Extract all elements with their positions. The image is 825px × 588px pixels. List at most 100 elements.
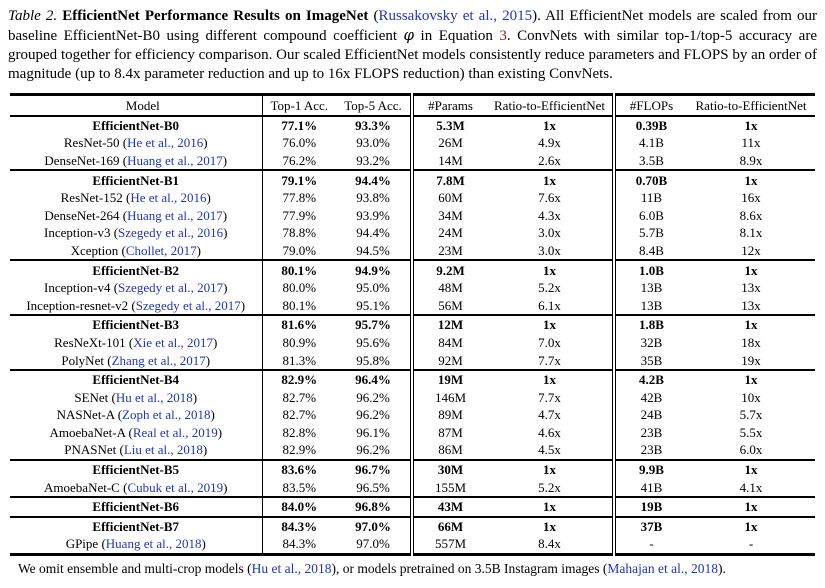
model-name: EfficientNet-B5 — [92, 462, 180, 478]
top5-acc-cell: 96.2% — [336, 406, 414, 424]
paren: ( — [125, 424, 133, 440]
paren: ) — [240, 297, 246, 313]
caption-text: ( — [368, 8, 379, 24]
model-name: EfficientNet-B3 — [92, 317, 180, 333]
model-cell: EfficientNet-B2 — [10, 260, 263, 279]
params-cell: 557M — [434, 536, 467, 552]
top5-acc-cell: 93.8% — [336, 188, 414, 207]
model-group-1: EfficientNet-B1 79.1% 94.4% 7.8M 1x 0.70B 1x Re… — [10, 170, 815, 261]
citation-link[interactable]: He et al., 2016 — [127, 135, 204, 151]
paren: ( — [103, 352, 112, 368]
table-row: EfficientNet-B4 82.9% 96.4% 19M 1x 4.2B 1x — [10, 369, 815, 389]
citation-link[interactable]: Huang et al., 2017 — [127, 207, 223, 223]
paren: ) — [202, 442, 208, 458]
params-cell: 5.3M — [436, 117, 465, 133]
params-ratio-cell: 8.4x — [487, 535, 616, 555]
params-ratio-cell: 4.6x — [487, 423, 616, 442]
citation-link[interactable]: Mahajan et al., 2018 — [607, 560, 719, 576]
params-ratio-cell: 1x — [487, 170, 616, 189]
table-row: ResNet-50 (He et al., 2016) 76.0% 93.0% 26M… — [10, 134, 815, 152]
model-group-6: EfficientNet-B6 84.0% 96.8% 43M 1x 19B 1x — [10, 496, 815, 517]
params-cell: 84M — [438, 334, 463, 350]
top1-acc-cell: 77.1% — [281, 117, 318, 133]
flops-cell: 32B — [640, 334, 663, 350]
phi-symbol: φ — [403, 26, 415, 44]
citation-link[interactable]: Zoph et al., 2018 — [122, 407, 211, 423]
equation-ref-link[interactable]: 3 — [499, 28, 507, 44]
footnote-text: ). — [718, 560, 726, 576]
top1-acc-cell: 82.9% — [282, 442, 317, 458]
params-ratio-cell: 1x — [487, 260, 616, 279]
citation-link[interactable]: Xie et al., 2017 — [133, 334, 214, 350]
top1-acc-cell: 76.2% — [282, 152, 317, 168]
citation-link[interactable]: Huang et al., 2018 — [105, 536, 202, 552]
table-row: EfficientNet-B6 84.0% 96.8% 43M 1x 19B 1x — [10, 496, 815, 517]
citation-link[interactable]: He et al., 2016 — [130, 190, 207, 206]
table-row: EfficientNet-B7 84.3% 97.0% 66M 1x 37B 1x — [10, 516, 815, 536]
model-group-3: EfficientNet-B3 81.6% 95.7% 12M 1x 1.8B 1x ResN… — [10, 315, 815, 370]
table-row: ResNeXt-101 (Xie et al., 2017) 80.9% 95.6%… — [10, 333, 815, 352]
citation-link[interactable]: Real et al., 2019 — [132, 424, 218, 440]
flops-cell: 6.0B — [639, 207, 664, 223]
params-cell: 14M — [438, 152, 463, 168]
header-flops-ratio: Ratio-to-EfficientNet — [695, 97, 807, 113]
citation-link[interactable]: Hu et al., 2018 — [115, 389, 193, 405]
flops-ratio-cell: 6.0x — [739, 442, 763, 458]
model-name: PNASNet — [64, 442, 117, 458]
table-row: NASNet-A (Zoph et al., 2018) 82.7% 96.2% 89… — [10, 406, 815, 424]
params-cell: 43M — [437, 499, 464, 515]
top1-acc-cell: 78.8% — [282, 225, 317, 241]
model-name: GPipe — [65, 536, 99, 552]
model-cell: EfficientNet-B1 — [10, 170, 263, 189]
paren: ) — [196, 242, 201, 258]
paren: ( — [98, 536, 106, 552]
flops-ratio-cell: - — [748, 536, 754, 552]
table-row: Xception (Chollet, 2017) 79.0% 94.5% 23M 3.0… — [10, 241, 815, 261]
model-group-5: EfficientNet-B5 83.6% 96.7% 30M 1x 9.9B 1x Amoe… — [10, 459, 815, 497]
citation-link[interactable]: Szegedy et al., 2017 — [135, 297, 241, 313]
table-row: AmoebaNet-A (Real et al., 2019) 82.8% 96.1… — [10, 423, 815, 442]
top1-acc-cell: 79.0% — [282, 242, 317, 258]
params-ratio-cell: 7.7x — [487, 388, 616, 406]
caption-text: in Equation — [414, 28, 500, 44]
citation-link[interactable]: Zhang et al., 2017 — [111, 352, 206, 368]
table-footnote: We omit ensemble and multi-crop models (… — [18, 560, 815, 577]
paren: ( — [114, 407, 123, 423]
model-name: EfficientNet-B0 — [92, 117, 180, 133]
citation-link[interactable]: Szegedy et al., 2017 — [118, 280, 224, 296]
table-row: SENet (Hu et al., 2018) 82.7% 96.2% 146M 7.7… — [10, 388, 815, 406]
flops-cell: 3.5B — [639, 152, 664, 168]
model-group-2: EfficientNet-B2 80.1% 94.9% 9.2M 1x 1.0B 1x Inc… — [10, 260, 815, 316]
top5-acc-cell: 93.0% — [336, 134, 414, 152]
model-name: ResNeXt-101 — [54, 334, 126, 350]
model-cell: EfficientNet-B6 — [10, 496, 263, 517]
citation-link[interactable]: Liu et al., 2018 — [123, 442, 203, 458]
params-cell: 9.2M — [436, 262, 465, 278]
model-cell: ResNeXt-101 (Xie et al., 2017) — [10, 333, 263, 352]
flops-cell: 23B — [640, 424, 663, 440]
citation-link[interactable]: Huang et al., 2017 — [127, 152, 223, 168]
params-ratio-cell: 7.6x — [487, 188, 616, 207]
citation-link[interactable]: Cubuk et al., 2019 — [127, 479, 224, 495]
top5-acc-cell: 93.9% — [336, 206, 414, 225]
model-cell: SENet (Hu et al., 2018) — [10, 388, 263, 406]
model-cell: NASNet-A (Zoph et al., 2018) — [10, 406, 263, 424]
params-cell: 60M — [438, 190, 463, 206]
citation-link[interactable]: Hu et al., 2018 — [251, 560, 332, 576]
model-cell: Inception-v3 (Szegedy et al., 2016) — [10, 224, 263, 242]
flops-ratio-cell: 18x — [741, 334, 761, 350]
model-cell: PNASNet (Liu et al., 2018) — [10, 441, 263, 460]
model-name: EfficientNet-B6 — [92, 499, 180, 515]
citation-link[interactable]: Russakovsky et al., 2015 — [378, 8, 533, 24]
model-cell: ResNet-152 (He et al., 2016) — [10, 188, 263, 207]
top5-acc-cell: 94.4% — [336, 224, 414, 242]
flops-cell: 4.2B — [639, 372, 664, 388]
citation-link[interactable]: Chollet, 2017 — [125, 242, 197, 258]
flops-ratio-cell: 1x — [744, 262, 758, 278]
top1-acc-cell: 84.0% — [281, 499, 318, 515]
citation-link[interactable]: Szegedy et al., 2016 — [118, 225, 224, 241]
top1-acc-cell: 82.8% — [282, 424, 317, 440]
top1-acc-cell: 81.6% — [281, 317, 318, 333]
paren: ) — [222, 207, 228, 223]
top1-acc-cell: 77.8% — [282, 190, 317, 206]
